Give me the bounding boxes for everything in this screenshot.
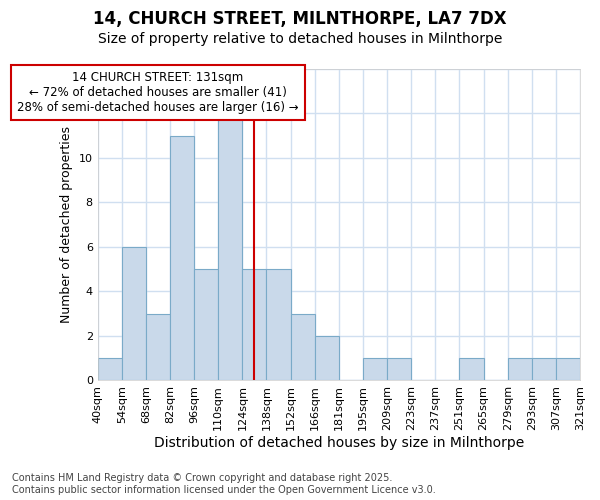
Bar bbox=[315, 336, 339, 380]
Text: 14 CHURCH STREET: 131sqm
← 72% of detached houses are smaller (41)
28% of semi-d: 14 CHURCH STREET: 131sqm ← 72% of detach… bbox=[17, 71, 299, 114]
Bar bbox=[532, 358, 556, 380]
Text: Size of property relative to detached houses in Milnthorpe: Size of property relative to detached ho… bbox=[98, 32, 502, 46]
Text: Contains HM Land Registry data © Crown copyright and database right 2025.
Contai: Contains HM Land Registry data © Crown c… bbox=[12, 474, 436, 495]
Bar bbox=[508, 358, 532, 380]
Bar bbox=[242, 269, 266, 380]
Bar bbox=[290, 314, 315, 380]
Y-axis label: Number of detached properties: Number of detached properties bbox=[60, 126, 73, 323]
Bar bbox=[460, 358, 484, 380]
Bar bbox=[387, 358, 411, 380]
Bar bbox=[98, 358, 122, 380]
Bar bbox=[122, 247, 146, 380]
Bar bbox=[194, 269, 218, 380]
Bar bbox=[218, 114, 242, 380]
Bar bbox=[556, 358, 580, 380]
Bar bbox=[146, 314, 170, 380]
X-axis label: Distribution of detached houses by size in Milnthorpe: Distribution of detached houses by size … bbox=[154, 436, 524, 450]
Bar bbox=[266, 269, 290, 380]
Bar bbox=[170, 136, 194, 380]
Bar bbox=[363, 358, 387, 380]
Text: 14, CHURCH STREET, MILNTHORPE, LA7 7DX: 14, CHURCH STREET, MILNTHORPE, LA7 7DX bbox=[93, 10, 507, 28]
